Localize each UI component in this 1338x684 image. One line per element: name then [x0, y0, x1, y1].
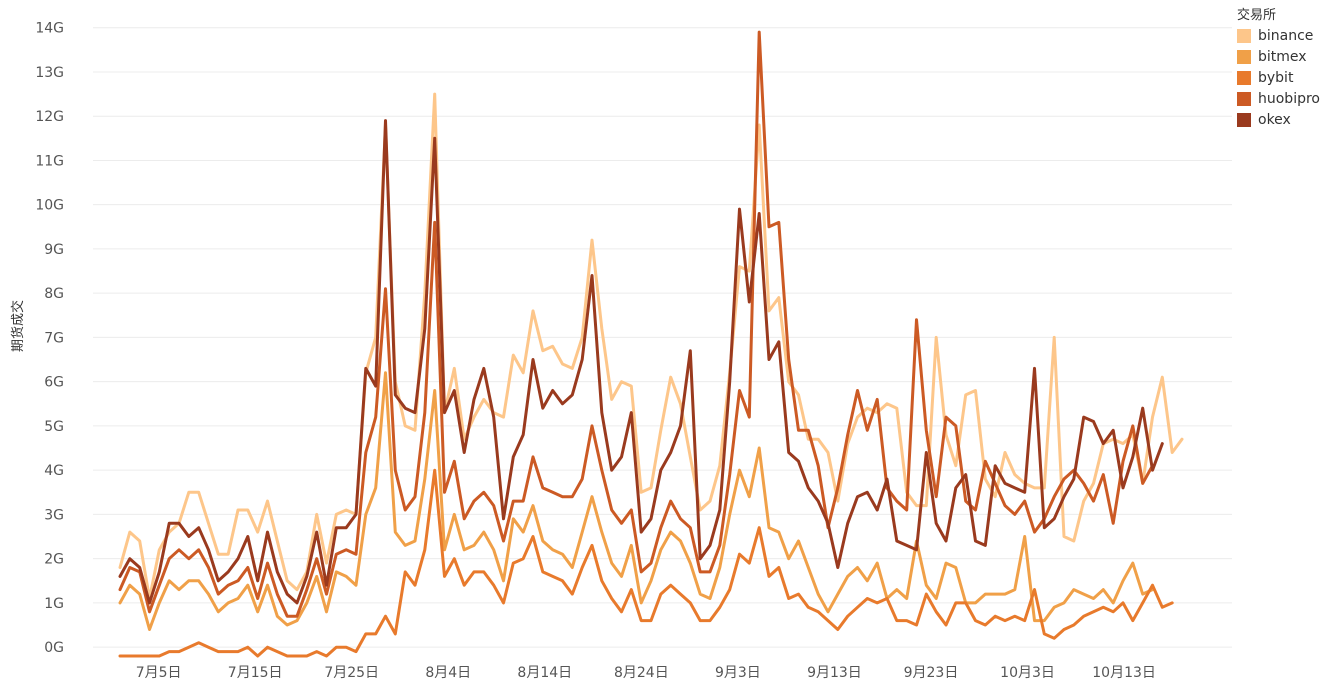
- y-tick-label: 13G: [35, 65, 64, 81]
- legend-item-bitmex[interactable]: bitmex: [1237, 46, 1320, 67]
- y-tick-label: 8G: [44, 286, 64, 302]
- y-tick-label: 5G: [44, 419, 64, 435]
- series-line-bybit: [118, 468, 1174, 658]
- y-tick-label: 0G: [44, 640, 64, 656]
- y-tick-label: 9G: [44, 242, 64, 258]
- legend: 交易所 binance bitmex bybit huobipro okex: [1237, 4, 1320, 130]
- legend-item-binance[interactable]: binance: [1237, 25, 1320, 46]
- legend-title: 交易所: [1237, 8, 1277, 23]
- legend-label: huobipro: [1258, 90, 1320, 107]
- y-tick-label: 12G: [35, 109, 64, 125]
- legend-swatch: [1237, 112, 1251, 127]
- y-tick-label: 14G: [35, 21, 64, 37]
- y-tick-label: 3G: [44, 507, 64, 523]
- legend-label: bybit: [1258, 69, 1294, 86]
- y-axis-label: 期货成交: [10, 300, 26, 352]
- legend-swatch: [1237, 28, 1251, 43]
- x-tick-label: 9月13日: [807, 665, 862, 681]
- legend-label: okex: [1258, 111, 1291, 128]
- legend-swatch: [1237, 49, 1251, 64]
- x-tick-label: 10月3日: [1000, 665, 1055, 681]
- y-tick-label: 7G: [44, 330, 64, 346]
- series-line-bitmex: [118, 371, 1154, 631]
- y-tick-label: 10G: [35, 198, 64, 214]
- y-tick-label: 2G: [44, 552, 64, 568]
- x-tick-label: 7月25日: [324, 665, 379, 681]
- x-tick-label: 7月5日: [136, 665, 182, 681]
- legend-item-bybit[interactable]: bybit: [1237, 67, 1320, 88]
- legend-label: binance: [1258, 27, 1314, 44]
- x-tick-label: 8月4日: [425, 665, 471, 681]
- x-tick-label: 10月13日: [1092, 665, 1156, 681]
- series-line-binance: [118, 92, 1184, 600]
- series-lines: [118, 30, 1184, 658]
- x-tick-label: 8月14日: [517, 665, 572, 681]
- x-axis-ticks: 7月5日 7月15日 7月25日 8月4日 8月14日 8月24日 9月3日 9月13日 9月2…: [136, 665, 1156, 681]
- y-axis-ticks: 0G 1G 2G 3G 4G 5G 6G 7G 8G 9G 10G 11G 12G 13G 14G: [35, 21, 64, 656]
- x-tick-label: 9月23日: [904, 665, 959, 681]
- legend-item-okex[interactable]: okex: [1237, 109, 1320, 130]
- y-tick-label: 6G: [44, 375, 64, 391]
- y-tick-label: 1G: [44, 596, 64, 612]
- legend-item-huobipro[interactable]: huobipro: [1237, 88, 1320, 109]
- y-tick-label: 11G: [35, 153, 64, 169]
- x-tick-label: 9月3日: [715, 665, 761, 681]
- y-tick-label: 4G: [44, 463, 64, 479]
- x-tick-label: 7月15日: [228, 665, 283, 681]
- legend-swatch: [1237, 70, 1251, 85]
- x-tick-label: 8月24日: [614, 665, 669, 681]
- series-line-okex: [118, 119, 1164, 605]
- series-line-huobipro: [118, 30, 1154, 618]
- legend-swatch: [1237, 91, 1251, 106]
- legend-label: bitmex: [1258, 48, 1307, 65]
